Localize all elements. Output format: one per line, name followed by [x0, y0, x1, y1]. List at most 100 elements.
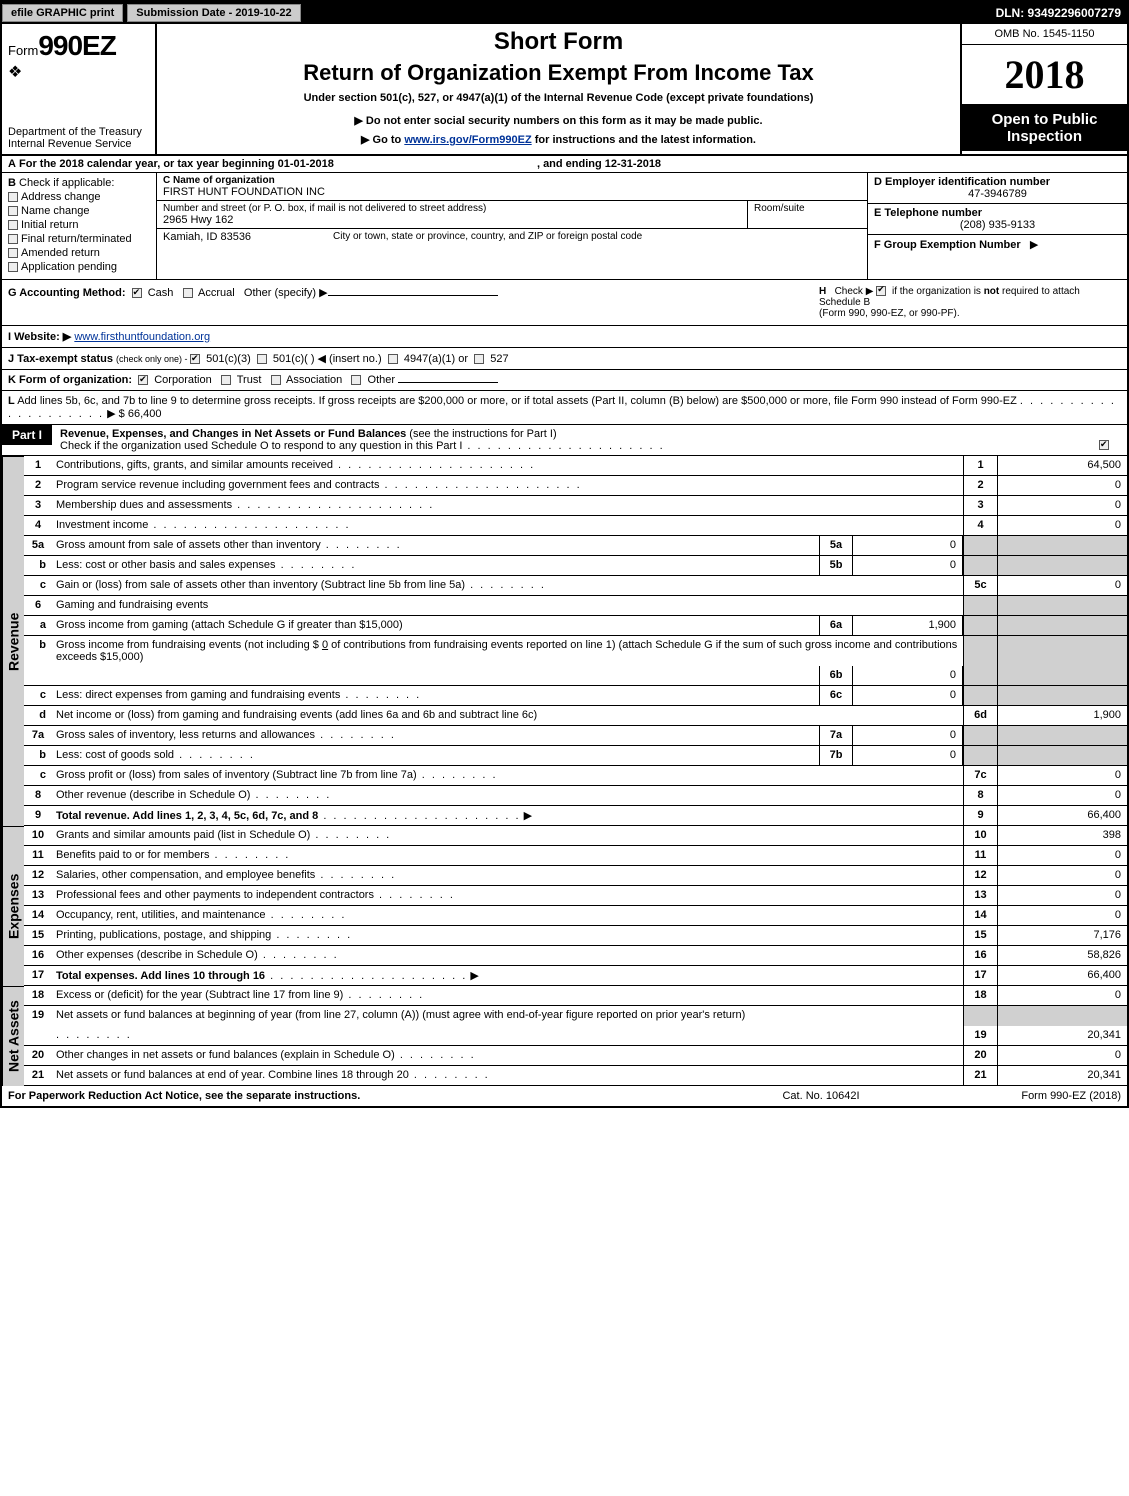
line-desc: Salaries, other compensation, and employ…	[52, 866, 963, 885]
checkbox-icon	[8, 206, 18, 216]
line-desc: Gross amount from sale of assets other t…	[52, 536, 819, 555]
form-header: Form990EZ ❖ Department of the Treasury I…	[2, 24, 1127, 156]
k-assoc-checkbox[interactable]	[271, 375, 281, 385]
initial-return-check[interactable]: Initial return	[8, 219, 150, 231]
name-change-check[interactable]: Name change	[8, 205, 150, 217]
section-bcdef: B Check if applicable: Address change Na…	[2, 173, 1127, 280]
checkbox-icon	[8, 262, 18, 272]
h-checkbox[interactable]	[876, 286, 886, 296]
part1-checkbox[interactable]	[1099, 440, 1109, 450]
j-527-checkbox[interactable]	[474, 354, 484, 364]
checkbox-icon	[8, 192, 18, 202]
j-4947-checkbox[interactable]	[388, 354, 398, 364]
dots	[374, 889, 455, 901]
line-5b: b Less: cost or other basis and sales ex…	[24, 556, 1127, 576]
line-num: c	[24, 686, 52, 705]
line-num: 16	[24, 946, 52, 965]
accrual-checkbox[interactable]	[183, 288, 193, 298]
j-opt1: 501(c)(3)	[206, 353, 251, 365]
dots	[318, 810, 520, 822]
irs-link[interactable]: www.irs.gov/Form990EZ	[404, 134, 531, 146]
row-k: K Form of organization: Corporation Trus…	[2, 370, 1127, 391]
addr-value: 2965 Hwy 162	[163, 214, 741, 226]
other-label: Other (specify) ▶	[244, 287, 328, 299]
rt-val: 7,176	[997, 926, 1127, 945]
line-num: 8	[24, 786, 52, 805]
revenue-label: Revenue	[2, 456, 24, 826]
rt-shade	[963, 746, 997, 765]
top-bar: efile GRAPHIC print Submission Date - 20…	[2, 2, 1127, 24]
k-corp-checkbox[interactable]	[138, 375, 148, 385]
addr-left: Number and street (or P. O. box, if mail…	[157, 201, 747, 228]
line-num: c	[24, 766, 52, 785]
efile-print-button[interactable]: efile GRAPHIC print	[2, 4, 123, 22]
omb-number: OMB No. 1545-1150	[962, 24, 1127, 45]
col-def: D Employer identification number 47-3946…	[867, 173, 1127, 279]
line-desc: Net assets or fund balances at end of ye…	[52, 1066, 963, 1085]
rt-label: 20	[963, 1046, 997, 1065]
amended-return-check[interactable]: Amended return	[8, 247, 150, 259]
box-val: 0	[853, 686, 963, 705]
submission-date-button[interactable]: Submission Date - 2019-10-22	[127, 4, 300, 22]
under-section-text: Under section 501(c), 527, or 4947(a)(1)…	[165, 92, 952, 104]
rt-label: 18	[963, 986, 997, 1005]
short-form-title: Short Form	[165, 28, 952, 56]
desc-text: Other revenue (describe in Schedule O)	[56, 789, 250, 801]
line-num: 2	[24, 476, 52, 495]
addr-label: Number and street (or P. O. box, if mail…	[163, 203, 741, 214]
website-link[interactable]: www.firsthuntfoundation.org	[74, 331, 210, 343]
line-num: 14	[24, 906, 52, 925]
desc-text: Grants and similar amounts paid (list in…	[56, 829, 310, 841]
d-label: D Employer identification number	[874, 176, 1050, 188]
d-value: 47-3946789	[874, 188, 1121, 200]
city-value: Kamiah, ID 83536	[163, 231, 313, 243]
expenses-label: Expenses	[2, 826, 24, 986]
line-19-1: 19 Net assets or fund balances at beginn…	[24, 1006, 1127, 1026]
goto-pre: ▶ Go to	[361, 134, 404, 146]
dots	[315, 869, 396, 881]
cash-checkbox[interactable]	[132, 288, 142, 298]
form-number-value: 990EZ	[38, 30, 116, 61]
dots	[209, 849, 290, 861]
rt-label: 7c	[963, 766, 997, 785]
k-other-checkbox[interactable]	[351, 375, 361, 385]
line-desc: Benefits paid to or for members	[52, 846, 963, 865]
k-other: Other	[368, 374, 396, 386]
k-trust-checkbox[interactable]	[221, 375, 231, 385]
pending-check[interactable]: Application pending	[8, 261, 150, 273]
rt-shade	[997, 636, 1127, 666]
goto-text: ▶ Go to www.irs.gov/Form990EZ for instru…	[165, 133, 952, 146]
k-other-input[interactable]	[398, 382, 498, 383]
h-not: not	[984, 286, 1000, 297]
dots	[315, 729, 396, 741]
rt-shade	[997, 686, 1127, 705]
addr-change-check[interactable]: Address change	[8, 191, 150, 203]
k-corp: Corporation	[154, 374, 211, 386]
c-label: C Name of organization	[163, 175, 861, 186]
desc-text: Benefits paid to or for members	[56, 849, 209, 861]
rt-val: 66,400	[997, 806, 1127, 825]
other-specify-input[interactable]	[328, 295, 498, 296]
rt-shade	[997, 556, 1127, 575]
line-desc: Professional fees and other payments to …	[52, 886, 963, 905]
org-name-value: FIRST HUNT FOUNDATION INC	[163, 186, 861, 198]
rt-shade	[997, 666, 1127, 685]
rt-shade	[963, 556, 997, 575]
department-label: Department of the Treasury Internal Reve…	[8, 126, 149, 150]
tax-year: 2018	[962, 45, 1127, 105]
line-3: 3 Membership dues and assessments 3 0	[24, 496, 1127, 516]
h-label: H	[819, 286, 826, 297]
rt-val: 20,341	[997, 1026, 1127, 1045]
rt-label: 2	[963, 476, 997, 495]
addr-row: Number and street (or P. O. box, if mail…	[157, 201, 867, 229]
rt-shade	[997, 616, 1127, 635]
final-return-check[interactable]: Final return/terminated	[8, 233, 150, 245]
revenue-rows: 1 Contributions, gifts, grants, and simi…	[24, 456, 1127, 826]
j-501c3-checkbox[interactable]	[190, 354, 200, 364]
dots	[265, 970, 467, 982]
desc-text: Contributions, gifts, grants, and simila…	[56, 459, 333, 471]
j-501c-checkbox[interactable]	[257, 354, 267, 364]
line-18: 18 Excess or (deficit) for the year (Sub…	[24, 986, 1127, 1006]
box-label: 7a	[819, 726, 853, 745]
desc-text: Excess or (deficit) for the year (Subtra…	[56, 989, 343, 1001]
